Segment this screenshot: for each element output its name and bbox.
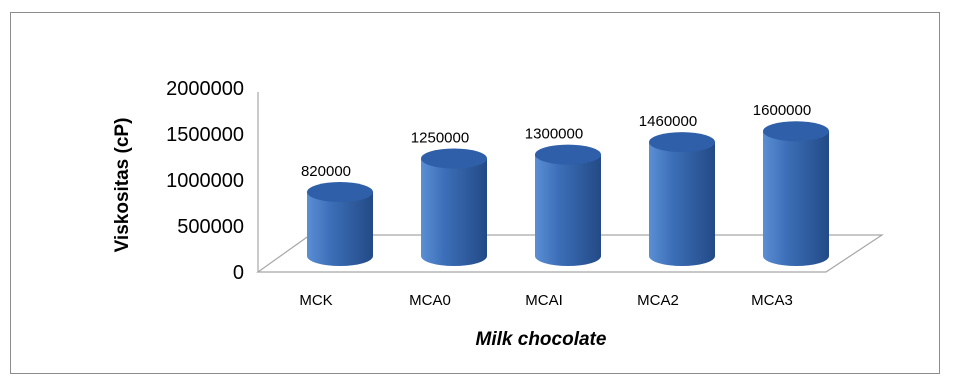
bar (535, 144, 601, 266)
bar-top (307, 182, 373, 203)
bar-series (307, 121, 829, 266)
y-tick-label: 2000000 (166, 78, 244, 100)
bar-top (763, 121, 829, 142)
bar-top (421, 148, 487, 169)
bar (763, 121, 829, 266)
bar-body (763, 131, 829, 266)
data-label: 1600000 (753, 102, 811, 119)
x-tick-label: MCAI (525, 292, 563, 309)
bar-body (421, 158, 487, 266)
bar-body (307, 192, 373, 266)
bar-body (535, 154, 601, 266)
y-tick-label: 1000000 (166, 170, 244, 192)
y-axis-ticks: 0 500000 1000000 1500000 2000000 (166, 78, 244, 284)
y-axis-label: Viskositas (cP) (112, 118, 133, 253)
bar (307, 182, 373, 266)
data-label: 1460000 (639, 113, 697, 130)
data-label: 820000 (301, 163, 351, 180)
y-tick-label: 1500000 (166, 124, 244, 146)
data-label: 1250000 (411, 130, 469, 147)
bar-body (649, 142, 715, 266)
plot-floor (256, 234, 884, 273)
bar-top (535, 144, 601, 165)
y-tick-label: 0 (233, 262, 244, 284)
x-tick-label: MCA3 (751, 292, 793, 309)
x-axis-ticks: MCK MCA0 MCAI MCA2 MCA3 (299, 292, 793, 309)
x-tick-label: MCK (299, 292, 332, 309)
data-label: 1300000 (525, 126, 583, 143)
bar (649, 132, 715, 266)
bar (421, 148, 487, 266)
x-axis-label: Milk chocolate (476, 329, 607, 350)
y-tick-label: 500000 (177, 216, 244, 238)
bar-top (649, 132, 715, 153)
x-tick-label: MCA0 (409, 292, 451, 309)
data-labels: 820000 1250000 1300000 1460000 1600000 (301, 102, 811, 180)
plot-walls (256, 92, 884, 273)
x-tick-label: MCA2 (637, 292, 679, 309)
